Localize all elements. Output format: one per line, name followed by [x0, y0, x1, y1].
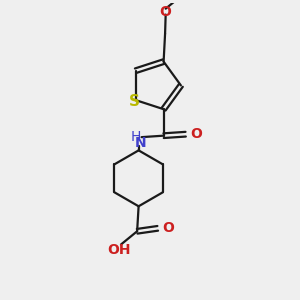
Text: O: O	[162, 221, 174, 235]
Text: O: O	[190, 127, 202, 141]
Text: S: S	[129, 94, 140, 109]
Text: O: O	[160, 4, 172, 19]
Text: N: N	[134, 136, 146, 150]
Text: H: H	[130, 130, 141, 144]
Text: OH: OH	[108, 243, 131, 257]
